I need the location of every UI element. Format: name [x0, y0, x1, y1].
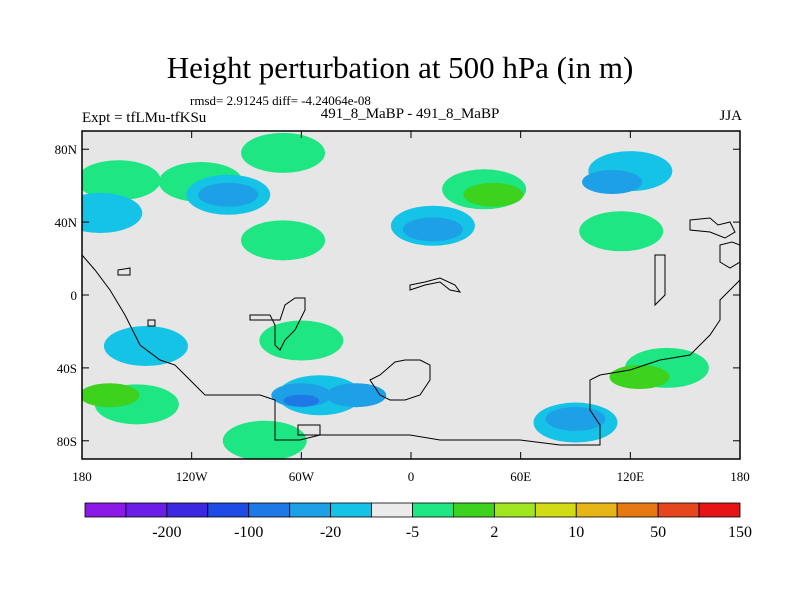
colorbar-box — [371, 502, 413, 518]
stats-label: rmsd= 2.91245 diff= -4.24064e-08 — [190, 93, 371, 108]
anomaly-contour — [609, 365, 670, 389]
colorbar-box — [534, 502, 577, 518]
colorbar-label: -5 — [406, 524, 419, 541]
colorbar-box — [453, 502, 495, 518]
colorbar-box — [289, 502, 332, 518]
x-tick-label: 120E — [617, 469, 645, 484]
colorbar-box — [698, 502, 741, 518]
anomaly-contour — [283, 394, 320, 407]
colorbar-label: -20 — [320, 524, 341, 541]
y-tick-label: 80N — [55, 142, 78, 157]
colorbar-label: -100 — [234, 524, 263, 541]
colorbar-box — [616, 502, 659, 518]
anomaly-contour — [579, 211, 664, 252]
anomaly-contour — [241, 220, 326, 261]
colorbar-box — [412, 502, 454, 518]
anomaly-contour — [103, 326, 188, 367]
colorbar-label: 150 — [728, 524, 752, 541]
colorbar-box — [125, 502, 168, 518]
anomaly-contour — [82, 193, 143, 233]
x-tick-label: 120W — [176, 469, 209, 484]
x-tick-label: 60E — [510, 469, 531, 484]
colorbar-label: 10 — [568, 524, 584, 541]
anomaly-contour — [222, 420, 307, 459]
y-tick-label: 80S — [57, 434, 77, 449]
colorbar-label: -200 — [152, 524, 181, 541]
colorbar-box — [84, 502, 127, 518]
y-tick-label: 40S — [57, 361, 77, 376]
coastline-outline — [82, 217, 740, 446]
anomaly-contour — [463, 182, 524, 207]
experiment-label: Expt = tfLMu-tfKSu — [82, 110, 207, 126]
colorbar-box — [493, 502, 536, 518]
anomaly-contour — [326, 383, 387, 408]
anomaly-contour — [198, 182, 259, 207]
colorbar-box — [248, 502, 291, 518]
anomaly-contour — [241, 132, 326, 173]
center-label: 491_8_MaBP - 491_8_MaBP — [320, 106, 500, 122]
x-tick-label: 60W — [289, 469, 315, 484]
colorbar-box — [657, 502, 700, 518]
anomaly-contour — [545, 406, 606, 431]
x-tick-label: 0 — [408, 469, 415, 484]
y-tick-label: 0 — [71, 288, 78, 303]
season-label: JJA — [719, 108, 742, 124]
colorbar-box — [166, 502, 209, 518]
anomaly-contour — [259, 320, 344, 361]
colorbar-label: 2 — [490, 524, 498, 541]
x-tick-label: 180 — [72, 469, 92, 484]
y-tick-label: 40N — [55, 215, 78, 230]
x-tick-label: 180 — [730, 469, 750, 484]
colorbar-box — [330, 502, 372, 518]
colorbar-box — [207, 502, 250, 518]
anomaly-contour — [402, 217, 463, 242]
colorbar-label: 50 — [650, 524, 666, 541]
colorbar-box — [575, 502, 618, 518]
anomaly-contour — [82, 160, 161, 201]
anomaly-contour — [82, 383, 140, 408]
plot-title: Height perturbation at 500 hPa (in m) — [166, 50, 634, 85]
anomaly-contour — [582, 170, 643, 195]
